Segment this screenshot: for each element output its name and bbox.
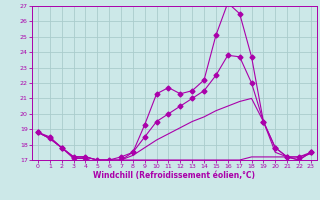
X-axis label: Windchill (Refroidissement éolien,°C): Windchill (Refroidissement éolien,°C) — [93, 171, 255, 180]
